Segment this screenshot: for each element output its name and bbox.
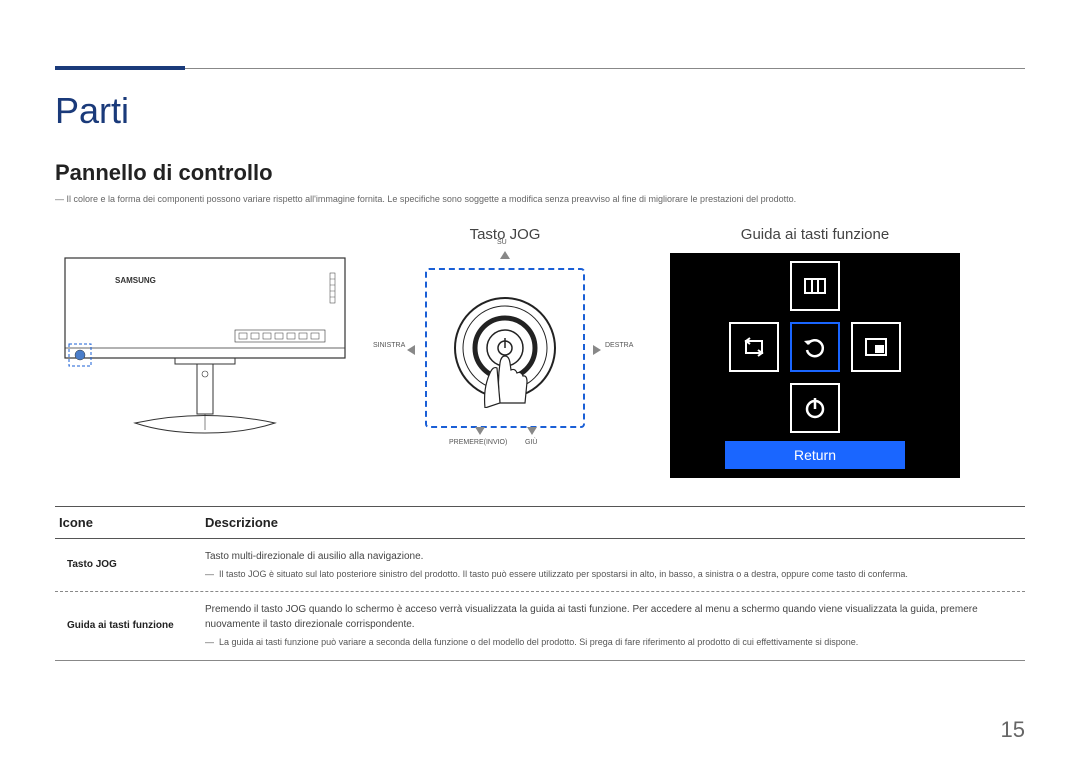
jog-dial-illustration <box>445 288 565 408</box>
section-subtitle: Pannello di controllo <box>55 160 1025 186</box>
arrow-press-icon <box>475 427 485 435</box>
page-title: Parti <box>55 90 1025 132</box>
guide-grid <box>725 259 905 439</box>
disclaimer-text: — Il colore e la forma dei componenti po… <box>55 194 1025 206</box>
jog-diagram: SU SINISTRA DESTRA PREMERE(INVIO) GIÙ <box>375 253 635 443</box>
jog-press-label: PREMERE(INVIO) <box>449 439 507 446</box>
arrow-right-icon <box>593 345 601 355</box>
row-icon-label: Tasto JOG <box>55 559 205 570</box>
row-desc-cell: Premendo il tasto JOG quando lo schermo … <box>205 602 1025 650</box>
monitor-back-illustration: SAMSUNG <box>55 248 355 448</box>
illustration-row: SAMSUNG Tasto <box>55 226 1025 478</box>
table-header-row: Icone Descrizione <box>55 506 1025 539</box>
monitor-brand-label: SAMSUNG <box>115 276 156 285</box>
return-label: Return <box>794 447 836 463</box>
guide-top-button[interactable] <box>790 261 840 311</box>
jog-right-label: DESTRA <box>605 342 633 349</box>
guide-center-button[interactable] <box>790 322 840 372</box>
row-desc-cell: Tasto multi-direzionale di ausilio alla … <box>205 549 1025 582</box>
arrow-left-icon <box>407 345 415 355</box>
disclaimer-body: Il colore e la forma dei componenti poss… <box>67 194 797 204</box>
return-button[interactable]: Return <box>725 441 905 469</box>
monitor-column: SAMSUNG <box>55 226 355 448</box>
jog-left-label: SINISTRA <box>373 342 405 349</box>
description-table: Icone Descrizione Tasto JOG Tasto multi-… <box>55 506 1025 661</box>
row-desc-main: Tasto multi-direzionale di ausilio alla … <box>205 549 1015 564</box>
jog-up-label: SU <box>497 239 507 246</box>
jog-down-label: GIÙ <box>525 439 537 446</box>
page-number: 15 <box>1001 717 1025 743</box>
row-desc-sub: Il tasto JOG è situato sul lato posterio… <box>205 568 1015 582</box>
jog-column: Tasto JOG SU SINISTRA DESTRA <box>365 226 645 443</box>
function-key-guide-panel: Return <box>670 253 960 478</box>
source-icon <box>802 273 828 299</box>
guide-bottom-button[interactable] <box>790 383 840 433</box>
guide-right-button[interactable] <box>851 322 901 372</box>
disclaimer-dash: — <box>55 194 64 204</box>
guide-column: Guida ai tasti funzione <box>655 226 975 478</box>
arrow-down-icon <box>527 427 537 435</box>
table-header-icon: Icone <box>55 515 205 530</box>
row-desc-sub: La guida ai tasti funzione può variare a… <box>205 636 1015 650</box>
undo-icon <box>802 334 828 360</box>
arrow-up-icon <box>500 251 510 259</box>
power-icon <box>802 395 828 421</box>
row-icon-label: Guida ai tasti funzione <box>55 620 205 631</box>
table-row: Tasto JOG Tasto multi-direzionale di aus… <box>55 539 1025 593</box>
table-row: Guida ai tasti funzione Premendo il tast… <box>55 592 1025 661</box>
header-accent-bar <box>55 66 185 70</box>
pip-icon <box>863 334 889 360</box>
header-rule <box>55 68 1025 69</box>
table-header-desc: Descrizione <box>205 515 1025 530</box>
guide-label: Guida ai tasti funzione <box>741 226 889 243</box>
repeat-icon <box>741 334 767 360</box>
guide-left-button[interactable] <box>729 322 779 372</box>
row-desc-main: Premendo il tasto JOG quando lo schermo … <box>205 602 1015 632</box>
